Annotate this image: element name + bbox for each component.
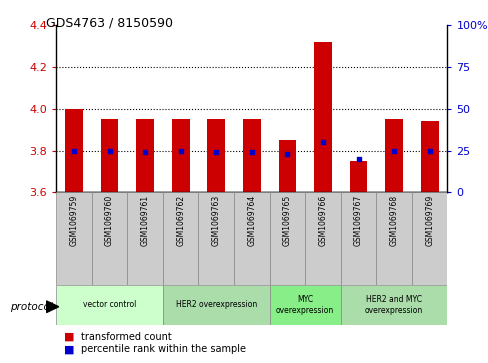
- Bar: [349, 161, 366, 192]
- Bar: [411, 192, 447, 285]
- Text: ■: ■: [63, 332, 74, 342]
- Text: GSM1069761: GSM1069761: [141, 195, 149, 246]
- Text: GSM1069764: GSM1069764: [247, 195, 256, 246]
- Bar: [136, 119, 154, 192]
- Text: GSM1069767: GSM1069767: [353, 195, 362, 246]
- Bar: [56, 192, 92, 285]
- Bar: [278, 140, 296, 192]
- Text: percentile rank within the sample: percentile rank within the sample: [81, 344, 245, 354]
- Bar: [269, 285, 340, 325]
- Point: [425, 148, 433, 154]
- Bar: [305, 192, 340, 285]
- Point: [354, 156, 362, 162]
- Polygon shape: [46, 301, 59, 313]
- Text: GDS4763 / 8150590: GDS4763 / 8150590: [46, 16, 173, 29]
- Point: [141, 150, 149, 155]
- Bar: [269, 192, 305, 285]
- Bar: [243, 119, 260, 192]
- Text: GSM1069759: GSM1069759: [69, 195, 79, 246]
- Text: HER2 and MYC
overexpression: HER2 and MYC overexpression: [364, 295, 422, 315]
- Text: ■: ■: [63, 344, 74, 354]
- Bar: [198, 192, 234, 285]
- Text: HER2 overexpression: HER2 overexpression: [175, 301, 256, 309]
- Bar: [92, 192, 127, 285]
- Bar: [163, 192, 198, 285]
- Bar: [171, 119, 189, 192]
- Text: GSM1069760: GSM1069760: [105, 195, 114, 246]
- Text: GSM1069769: GSM1069769: [424, 195, 433, 246]
- Text: GSM1069766: GSM1069766: [318, 195, 327, 246]
- Bar: [340, 285, 447, 325]
- Point: [318, 139, 326, 145]
- Point: [177, 148, 184, 154]
- Text: transformed count: transformed count: [81, 332, 171, 342]
- Text: GSM1069765: GSM1069765: [283, 195, 291, 246]
- Bar: [420, 121, 438, 192]
- Bar: [376, 192, 411, 285]
- Bar: [127, 192, 163, 285]
- Bar: [56, 285, 163, 325]
- Point: [70, 148, 78, 154]
- Point: [389, 148, 397, 154]
- Text: GSM1069768: GSM1069768: [389, 195, 398, 246]
- Point: [283, 151, 291, 157]
- Point: [105, 148, 113, 154]
- Bar: [163, 285, 269, 325]
- Text: vector control: vector control: [83, 301, 136, 309]
- Bar: [340, 192, 376, 285]
- Bar: [65, 109, 83, 192]
- Point: [247, 150, 255, 155]
- Bar: [234, 192, 269, 285]
- Point: [212, 150, 220, 155]
- Text: protocol: protocol: [10, 302, 52, 312]
- Text: GSM1069763: GSM1069763: [211, 195, 220, 246]
- Bar: [385, 119, 402, 192]
- Text: GSM1069762: GSM1069762: [176, 195, 185, 246]
- Text: MYC
overexpression: MYC overexpression: [276, 295, 334, 315]
- Bar: [207, 119, 224, 192]
- Bar: [313, 42, 331, 192]
- Bar: [101, 119, 118, 192]
